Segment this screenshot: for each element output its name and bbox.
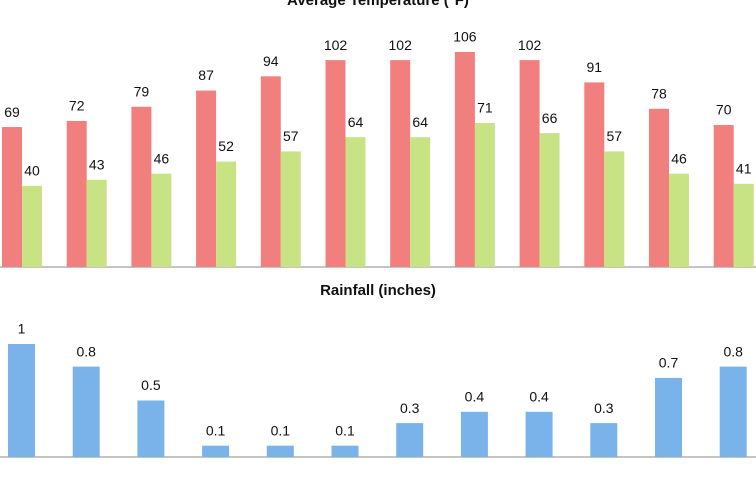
bar	[519, 60, 540, 268]
value-label: 71	[477, 100, 493, 116]
bar	[151, 173, 172, 267]
value-label: 79	[134, 83, 150, 99]
bar	[8, 344, 35, 457]
value-label: 102	[389, 37, 413, 53]
value-label: 0.5	[141, 377, 161, 393]
value-label: 72	[69, 98, 85, 114]
value-label: 66	[542, 110, 558, 126]
value-label: 43	[89, 156, 105, 172]
bar	[86, 179, 107, 267]
bar	[719, 366, 747, 457]
value-label: 0.7	[659, 355, 679, 371]
bar	[66, 120, 87, 267]
value-label: 0.1	[271, 422, 291, 438]
value-label: 78	[651, 85, 667, 101]
bar	[345, 137, 366, 267]
bar	[266, 445, 294, 457]
bar	[196, 90, 217, 267]
bar	[72, 366, 100, 457]
bar	[216, 161, 237, 267]
value-label: 0.8	[76, 343, 96, 359]
value-label: 87	[198, 67, 214, 83]
bar	[390, 60, 411, 268]
bar	[713, 125, 734, 268]
value-label: 69	[4, 104, 20, 120]
value-label: 1	[18, 321, 26, 337]
value-label: 91	[587, 59, 603, 75]
value-label: 0.3	[400, 400, 420, 416]
bar	[539, 133, 560, 267]
value-label: 41	[736, 161, 752, 177]
chart-title: Rainfall (inches)	[320, 282, 436, 299]
bar	[396, 423, 424, 457]
bar	[525, 411, 553, 457]
value-label: 46	[671, 150, 687, 166]
value-label: 57	[283, 128, 299, 144]
value-label: 102	[324, 37, 348, 53]
bar	[260, 76, 281, 267]
bar	[325, 60, 346, 268]
value-label: 0.3	[594, 400, 614, 416]
bar	[22, 185, 42, 267]
value-label: 0.4	[465, 389, 485, 405]
value-label: 0.1	[335, 422, 355, 438]
bar	[604, 151, 625, 267]
value-label: 0.1	[206, 422, 226, 438]
value-label: 57	[607, 128, 623, 144]
value-label: 40	[24, 163, 40, 179]
bar	[733, 183, 754, 267]
value-label: 94	[263, 53, 279, 69]
bar	[331, 445, 359, 457]
value-label: 64	[412, 114, 428, 130]
bar	[280, 151, 301, 267]
bar	[584, 82, 605, 267]
bar	[2, 127, 22, 267]
value-label: 70	[716, 102, 732, 118]
bar	[590, 423, 618, 457]
value-label: 0.4	[529, 389, 549, 405]
bar	[202, 445, 230, 457]
chart-title: Average Temperature (°F)	[287, 0, 469, 9]
bar	[131, 106, 152, 267]
bar	[474, 122, 495, 267]
value-label: 52	[218, 138, 234, 154]
bar	[655, 377, 682, 457]
value-label: 46	[154, 150, 170, 166]
bar	[460, 411, 488, 457]
bar	[454, 52, 475, 267]
bar	[410, 137, 431, 267]
bar	[137, 400, 165, 457]
bar	[649, 108, 669, 267]
bar	[669, 173, 689, 267]
value-label: 0.8	[723, 343, 743, 359]
value-label: 64	[348, 114, 364, 130]
value-label: 106	[453, 29, 477, 45]
value-label: 102	[518, 37, 542, 53]
